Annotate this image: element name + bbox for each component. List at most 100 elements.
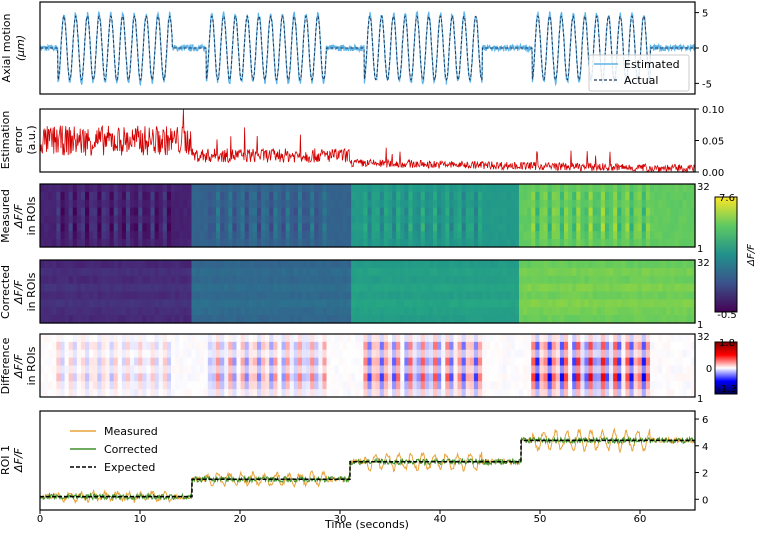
heatmap-cell: [52, 199, 57, 209]
heatmap-cell: [441, 231, 446, 240]
heatmap-cell: [367, 267, 373, 277]
heatmap-cell: [408, 267, 414, 277]
heatmap-cell: [420, 334, 426, 343]
heatmap-cell: [171, 184, 176, 193]
heatmap-cell: [392, 389, 397, 398]
heatmap-cell: [453, 191, 459, 201]
heatmap-cell: [338, 315, 344, 324]
heatmap-cell: [404, 184, 410, 193]
heatmap-cell: [387, 334, 393, 343]
heatmap-cell: [465, 349, 471, 359]
heatmap-cell: [490, 215, 495, 224]
heatmap-cell: [93, 381, 98, 390]
heatmap-cell: [441, 260, 446, 269]
heatmap-cell: [400, 299, 405, 308]
heatmap-cell: [433, 207, 438, 217]
heatmap-cell: [686, 275, 692, 285]
heatmap-cell: [514, 260, 520, 269]
heatmap-cell: [584, 373, 590, 382]
heatmap-cell: [441, 307, 446, 316]
heatmap-cell: [56, 341, 62, 351]
heatmap-cell: [93, 357, 98, 367]
heatmap-cell: [625, 365, 631, 374]
heatmap-cell: [293, 315, 299, 324]
x-tick-label: 0: [37, 514, 43, 525]
heatmap-cell: [334, 381, 340, 390]
heatmap-cell: [256, 191, 262, 201]
heatmap-cell: [592, 334, 598, 343]
heatmap-cell: [121, 239, 127, 248]
heatmap-cell: [580, 215, 586, 224]
heatmap-cell: [273, 349, 279, 359]
heatmap-cell: [433, 184, 438, 193]
heatmap-cell: [187, 349, 193, 359]
heatmap-cell: [551, 291, 557, 300]
heatmap-cell: [576, 349, 581, 359]
heatmap-cell: [649, 315, 655, 324]
heatmap-cell: [207, 239, 213, 248]
heatmap-cell: [568, 381, 573, 390]
heatmap-cell: [621, 365, 626, 374]
heatmap-cell: [338, 191, 344, 201]
heatmap-cell: [592, 267, 598, 277]
heatmap-cell: [674, 365, 680, 374]
heatmap-cell: [473, 389, 479, 398]
heatmap-cell: [203, 307, 209, 316]
heatmap-cell: [342, 357, 348, 367]
heatmap-cell: [240, 315, 246, 324]
heatmap-cell: [568, 373, 573, 382]
heatmap-cell: [101, 231, 107, 240]
heatmap-cell: [518, 389, 524, 398]
heatmap-cell: [531, 299, 536, 308]
heatmap-cell: [625, 283, 631, 293]
heatmap-cell: [396, 291, 401, 300]
heatmap-cell: [580, 239, 586, 248]
heatmap-cell: [498, 239, 504, 248]
heatmap-cell: [490, 299, 495, 308]
heatmap-cell: [293, 215, 299, 224]
heatmap-cell: [134, 231, 139, 240]
heatmap-cell: [445, 365, 450, 374]
heatmap-cell: [682, 334, 688, 343]
heatmap-cell: [277, 215, 283, 224]
heatmap-cell: [670, 299, 676, 308]
heatmap-cell: [584, 365, 590, 374]
heatmap-cell: [609, 191, 614, 201]
heatmap-cell: [543, 239, 549, 248]
heatmap-cell: [518, 275, 524, 285]
heatmap-cell: [645, 191, 651, 201]
heatmap-cell: [64, 207, 70, 217]
heatmap-cell: [555, 231, 561, 240]
heatmap-cell: [265, 267, 270, 277]
heatmap-cell: [572, 215, 577, 224]
heatmap-cell: [261, 283, 266, 293]
heatmap-cell: [48, 381, 53, 390]
heatmap-cell: [195, 381, 201, 390]
heatmap-cell: [392, 191, 397, 201]
heatmap-cell: [367, 231, 373, 240]
heatmap-cell: [568, 207, 573, 217]
heatmap-cell: [109, 307, 115, 316]
heatmap-cell: [559, 239, 565, 248]
heatmap-cell: [408, 184, 414, 193]
heatmap-cell: [101, 275, 107, 285]
heatmap-cell: [248, 260, 254, 269]
heatmap-cell: [293, 199, 299, 209]
heatmap-cell: [306, 357, 311, 367]
heatmap-cell: [404, 365, 410, 374]
heatmap-cell: [359, 389, 364, 398]
heatmap-cell: [617, 341, 622, 351]
heatmap-cell: [285, 223, 291, 232]
heatmap-cell: [105, 260, 111, 269]
heatmap-cell: [690, 357, 696, 367]
heatmap-cell: [322, 191, 328, 201]
heatmap-cell: [277, 365, 283, 374]
heatmap-cell: [146, 191, 152, 201]
heatmap-cell: [506, 334, 512, 343]
y-tick-label: -5: [702, 79, 712, 90]
heatmap-cell: [68, 357, 74, 367]
heatmap-cell: [199, 231, 205, 240]
heatmap-cell: [240, 291, 246, 300]
heatmap-cell: [543, 334, 549, 343]
heatmap-cell: [310, 299, 315, 308]
